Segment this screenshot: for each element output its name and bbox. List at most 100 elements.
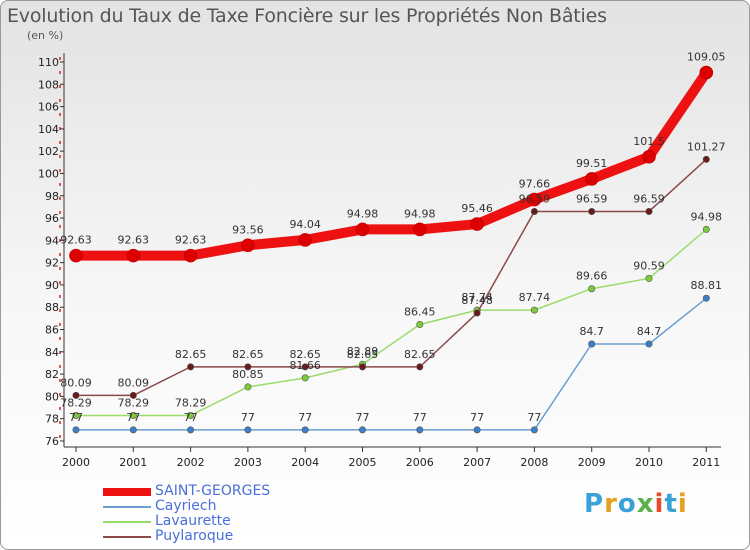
data-point [244,383,252,391]
data-point [72,426,80,434]
data-label: 87.48 [461,294,493,307]
data-point [244,363,252,371]
data-point [473,309,481,317]
y-tick-label: 76 [45,435,59,448]
series-line-puylaroque [75,158,708,397]
data-point [187,426,195,434]
data-label: 78.29 [118,396,150,409]
data-point [183,248,198,263]
data-point [72,391,80,399]
x-tick-label: 2004 [291,456,319,469]
data-point [187,363,195,371]
series-line-cayriech [75,297,708,431]
y-tick-label: 86 [45,324,59,337]
data-point [530,426,538,434]
legend-label: Cayriech [155,498,217,514]
logo-letter: P [584,489,605,519]
data-label: 94.98 [347,207,379,220]
data-point [702,155,710,163]
data-point [416,426,424,434]
data-label: 81.66 [289,359,321,372]
data-point [470,217,484,231]
data-label: 96.59 [519,192,551,205]
data-label: 77 [184,411,198,424]
legend-swatch [103,521,151,523]
y-tick-label: 102 [38,145,59,158]
data-point [129,411,137,419]
data-point [129,426,137,434]
x-tick-label: 2006 [406,456,434,469]
data-label: 92.63 [60,234,92,247]
data-label: 89.66 [576,270,608,283]
data-point [355,222,370,237]
data-label: 93.56 [232,223,264,236]
data-point [645,274,653,282]
y-tick-label: 96 [45,212,59,225]
data-label: 84.7 [637,325,662,338]
y-tick-label: 94 [45,234,59,247]
data-point [527,192,542,207]
data-label: 80.85 [232,368,264,381]
data-point [129,391,137,399]
data-label: 77 [356,411,370,424]
data-point [298,233,313,247]
data-label: 94.98 [404,207,436,220]
data-point [301,374,309,382]
data-label: 77 [527,411,541,424]
data-label: 94.98 [691,210,723,223]
legend-label: SAINT-GEORGES [155,483,271,499]
y-tick-label: 110 [38,56,59,69]
y-tick-label: 90 [45,279,59,292]
x-tick-label: 2011 [692,456,720,469]
data-label: 96.59 [576,192,608,205]
data-point [699,65,714,80]
data-point [358,426,366,434]
data-point [530,207,538,215]
data-label: 78.29 [175,396,207,409]
x-tick-label: 2010 [635,456,663,469]
data-point [187,411,195,419]
y-tick-label: 108 [38,78,59,91]
data-label: 80.09 [60,376,92,389]
y-tick-label: 88 [45,301,59,314]
data-label: 82.65 [289,348,321,361]
data-label: 82.65 [175,348,207,361]
data-point [530,306,538,314]
data-point [473,426,481,434]
data-point [645,207,653,215]
x-tick-label: 2000 [62,456,90,469]
logo-letter: t [664,489,678,519]
series-line-saint-georges [71,67,712,261]
data-point [301,426,309,434]
logo-letter: i [677,489,688,519]
x-tick-label: 2001 [119,456,147,469]
data-point [588,340,596,348]
data-label: 82.65 [404,348,436,361]
x-tick-label: 2002 [177,456,205,469]
x-tick-label: 2003 [234,456,262,469]
data-label: 87.74 [519,291,551,304]
data-point [72,411,80,419]
y-tick-label: 78 [45,413,59,426]
data-label: 96.59 [633,192,665,205]
y-tick-label: 92 [45,257,59,270]
data-label: 86.45 [404,306,436,319]
proxiti-logo: Proxiti [584,489,688,519]
data-label: 77 [241,411,255,424]
data-label: 101.5 [633,135,665,148]
data-point [645,340,653,348]
logo-letter: x [636,489,655,519]
chart-title: Evolution du Taux de Taxe Foncière sur l… [7,5,607,27]
data-point [584,172,599,186]
y-tick-label: 100 [38,167,59,180]
data-point [126,248,141,263]
data-label: 77 [470,411,484,424]
y-tick-label: 80 [45,390,59,403]
data-point [416,321,424,329]
data-label: 92.63 [175,234,207,247]
data-label: 97.66 [519,178,551,191]
legend-swatch [103,506,151,508]
legend-label: Puylaroque [155,528,234,544]
